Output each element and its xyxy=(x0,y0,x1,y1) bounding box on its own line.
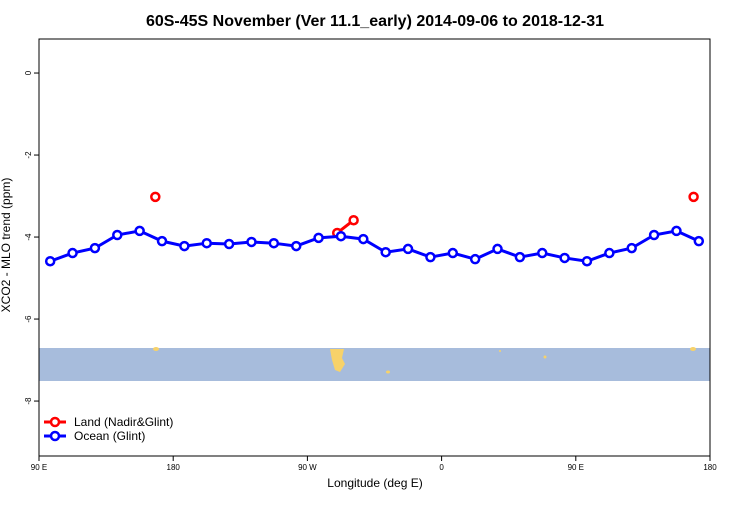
data-point xyxy=(425,251,436,263)
data-point xyxy=(201,237,212,249)
x-tick-label: 90 W xyxy=(298,463,317,472)
legend-marker xyxy=(49,416,61,428)
y-tick-label: -2 xyxy=(24,151,33,159)
data-point xyxy=(514,251,526,263)
data-point xyxy=(223,238,235,250)
data-point xyxy=(268,237,280,249)
y-tick-label: -6 xyxy=(24,315,33,323)
data-point xyxy=(380,246,391,258)
data-point xyxy=(335,230,347,242)
x-tick-label: 0 xyxy=(439,463,444,472)
data-point xyxy=(348,214,359,226)
data-point xyxy=(179,240,190,252)
data-point xyxy=(246,236,257,248)
x-axis-label: Longitude (deg E) xyxy=(327,476,422,490)
x-tick-label: 90 E xyxy=(31,463,47,472)
data-point xyxy=(537,247,548,259)
chart-title: 60S-45S November (Ver 11.1_early) 2014-0… xyxy=(146,13,604,30)
data-point xyxy=(581,255,593,267)
data-point xyxy=(156,235,168,247)
y-tick-label: -4 xyxy=(24,233,33,241)
x-tick-label: 90 E xyxy=(568,463,584,472)
data-point xyxy=(134,225,145,237)
data-point xyxy=(112,229,123,241)
data-point xyxy=(89,242,101,254)
y-tick-label: -8 xyxy=(24,397,33,405)
series-line xyxy=(49,229,700,263)
map-strip xyxy=(39,347,710,381)
data-point xyxy=(469,253,481,265)
data-point xyxy=(447,247,459,259)
data-point xyxy=(313,232,324,244)
data-point xyxy=(648,229,660,241)
y-tick-label: 0 xyxy=(24,70,33,75)
legend-label: Land (Nadir&Glint) xyxy=(74,415,173,429)
plot-frame xyxy=(38,38,711,457)
data-point xyxy=(290,240,302,252)
legend-marker xyxy=(49,430,61,442)
data-point xyxy=(671,225,682,237)
x-tick-label: 180 xyxy=(167,463,181,472)
data-point xyxy=(44,255,56,267)
y-axis-label: XCO2 - MLO trend (ppm) xyxy=(0,178,13,313)
data-point xyxy=(358,233,369,245)
data-point xyxy=(67,247,78,259)
data-point xyxy=(559,252,570,264)
data-point xyxy=(693,235,705,247)
x-tick-label: 180 xyxy=(703,463,717,472)
data-point xyxy=(688,191,699,203)
data-point xyxy=(492,243,503,255)
data-point xyxy=(626,242,637,254)
legend-label: Ocean (Glint) xyxy=(74,429,145,443)
data-point xyxy=(402,243,414,255)
data-point xyxy=(150,191,161,203)
data-point xyxy=(604,247,615,259)
